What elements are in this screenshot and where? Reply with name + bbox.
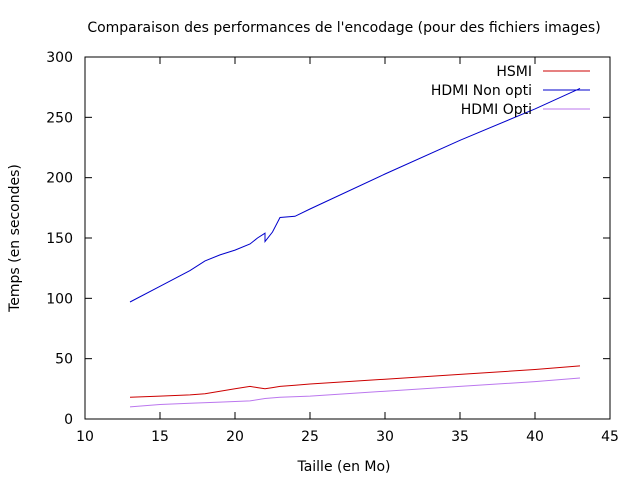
axis-ticks: 10 15 20 25 30 35 40 45 0 50 100 150 200 250 300 — [46, 50, 619, 445]
series-line — [129, 87, 581, 303]
series-line — [129, 377, 581, 408]
y-tick-label: 50 — [55, 352, 73, 368]
y-tick-label: 250 — [46, 110, 73, 126]
y-axis-label: Temps (en secondes) — [7, 164, 23, 313]
y-tick-label: 0 — [64, 412, 73, 428]
y-tick-label: 300 — [46, 50, 73, 66]
x-tick-label: 15 — [151, 429, 169, 445]
x-tick-label: 30 — [376, 429, 394, 445]
x-tick-label: 25 — [301, 429, 319, 445]
y-tick-label: 200 — [46, 171, 73, 187]
x-tick-label: 35 — [451, 429, 469, 445]
legend-label: HSMI — [496, 64, 532, 80]
legend-label: HDMI Non opti — [431, 83, 532, 99]
x-tick-label: 20 — [226, 429, 244, 445]
legend: HSMI HDMI Non opti HDMI Opti — [431, 64, 590, 118]
y-tick-label: 150 — [46, 231, 73, 247]
chart-title: Comparaison des performances de l'encoda… — [87, 20, 600, 36]
x-tick-label: 45 — [601, 429, 619, 445]
x-axis-label: Taille (en Mo) — [296, 459, 390, 475]
x-tick-label: 40 — [526, 429, 544, 445]
x-tick-label: 10 — [76, 429, 94, 445]
y-tick-label: 100 — [46, 291, 73, 307]
legend-label: HDMI Opti — [461, 102, 532, 118]
series-line — [129, 365, 581, 398]
series-lines — [129, 87, 581, 408]
